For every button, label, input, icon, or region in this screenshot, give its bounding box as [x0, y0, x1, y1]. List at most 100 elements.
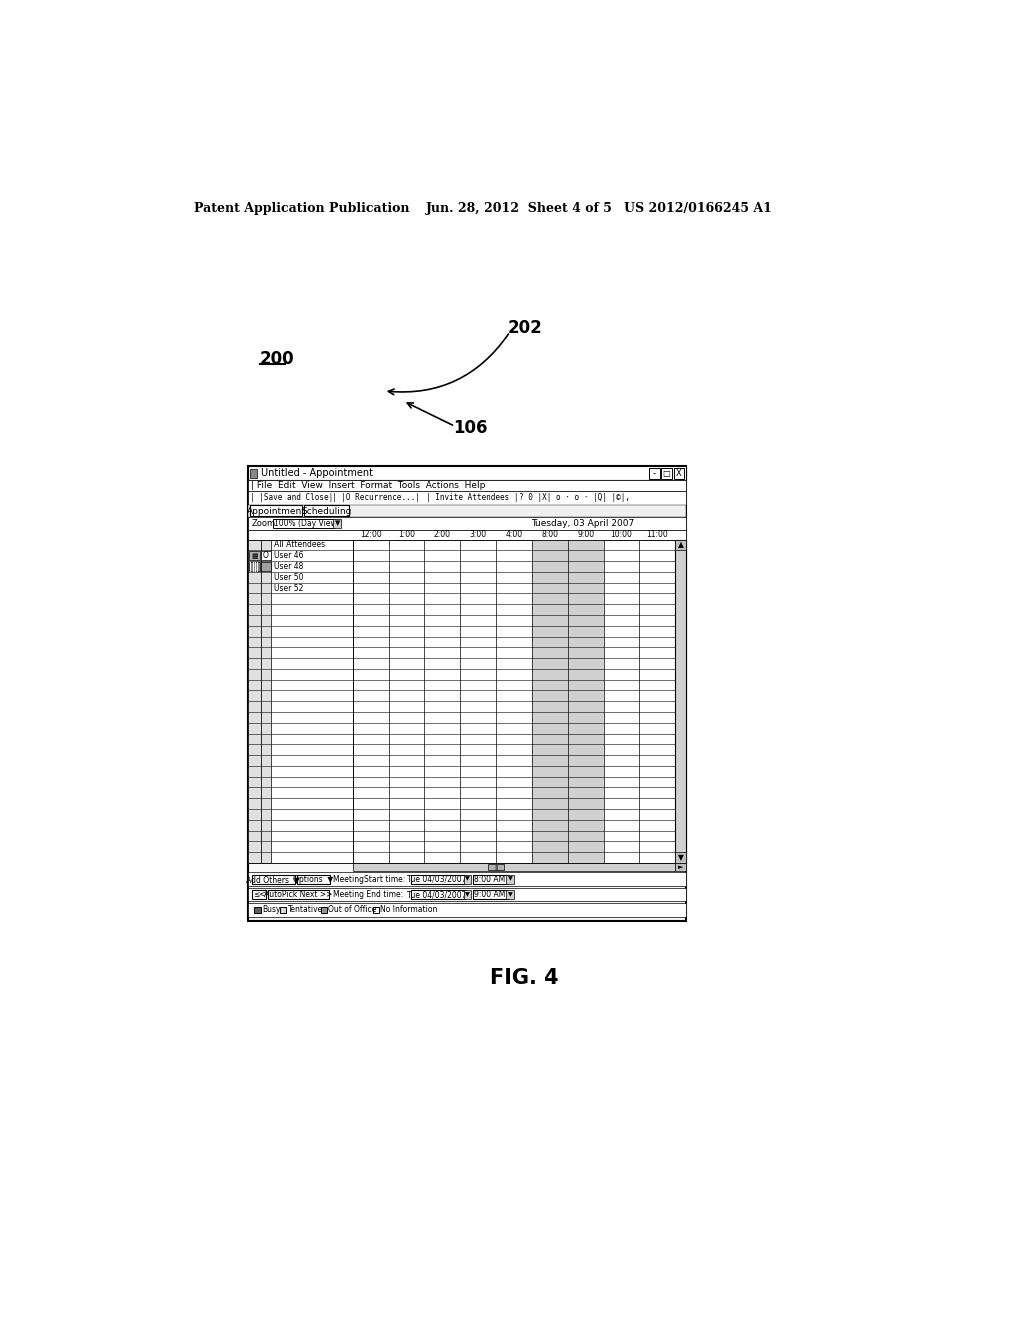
Text: User 46: User 46 [273, 552, 303, 560]
Bar [248, 873, 686, 886]
Text: ▼: ▼ [508, 876, 512, 882]
Text: -: - [652, 469, 655, 478]
Text: Add Others  ▼: Add Others ▼ [246, 875, 300, 883]
Bar [261, 552, 270, 561]
Text: Appointment: Appointment [247, 507, 305, 516]
Bar [252, 890, 266, 899]
Bar [675, 853, 686, 863]
Text: Meeting End time:: Meeting End time: [334, 890, 403, 899]
Text: All Attendees: All Attendees [273, 540, 325, 549]
Text: 1:00: 1:00 [398, 531, 415, 539]
Bar [304, 506, 349, 516]
Text: Tuesday, 03 April 2007: Tuesday, 03 April 2007 [531, 519, 634, 528]
Text: 9:00: 9:00 [578, 531, 594, 539]
Text: 8:00 AM: 8:00 AM [474, 875, 506, 883]
Bar [411, 875, 465, 884]
Text: | |O Recurrence...|: | |O Recurrence...| [332, 494, 420, 503]
Text: 202: 202 [508, 319, 543, 337]
Text: Tue 04/03/2007: Tue 04/03/2007 [407, 875, 466, 883]
Text: Jun. 28, 2012  Sheet 4 of 5: Jun. 28, 2012 Sheet 4 of 5 [426, 202, 613, 215]
Bar [321, 907, 327, 913]
Bar [248, 529, 686, 540]
Text: □: □ [663, 469, 671, 478]
Bar [411, 890, 465, 899]
Text: Scheduling: Scheduling [301, 507, 351, 516]
Text: ▼: ▼ [465, 876, 470, 882]
Bar [252, 875, 295, 884]
Text: User 52: User 52 [273, 583, 303, 593]
Bar [352, 540, 675, 863]
Text: | Invite Attendees |: | Invite Attendees | [426, 494, 519, 503]
Bar [506, 890, 514, 899]
Text: 3:00: 3:00 [470, 531, 486, 539]
Text: X: X [676, 469, 682, 478]
Bar [249, 552, 260, 561]
Bar [254, 907, 260, 913]
Bar [506, 875, 514, 884]
Bar [248, 903, 686, 917]
Text: O: O [263, 552, 269, 560]
Text: ▦: ▦ [251, 553, 258, 558]
Bar [531, 540, 567, 863]
Text: ▲: ▲ [678, 540, 683, 549]
Text: Tentative: Tentative [288, 906, 323, 915]
Text: 200: 200 [260, 350, 294, 367]
Text: ? 0 |X| o · o · |Q| |©|,: ? 0 |X| o · o · |Q| |©|, [519, 494, 631, 503]
Bar [248, 480, 686, 491]
Text: User 50: User 50 [273, 573, 303, 582]
Text: No Information: No Information [381, 906, 438, 915]
Bar [473, 875, 508, 884]
Text: 10:00: 10:00 [610, 531, 633, 539]
Bar [248, 466, 686, 921]
Bar [297, 875, 330, 884]
Bar [248, 491, 686, 506]
Bar [248, 466, 686, 480]
Bar [674, 469, 684, 479]
Text: MeetingStart time:: MeetingStart time: [334, 875, 406, 883]
Bar [649, 469, 659, 479]
Text: Zoom:: Zoom: [251, 519, 279, 528]
Text: ≤<: ≤< [253, 890, 265, 899]
Text: Options  ▼: Options ▼ [293, 875, 334, 883]
Bar [334, 519, 341, 528]
Bar [249, 562, 260, 572]
Bar [373, 907, 379, 913]
Text: ►: ► [678, 863, 683, 870]
Text: 4:00: 4:00 [506, 531, 522, 539]
Bar [675, 540, 686, 863]
Text: Out of Office: Out of Office [329, 906, 377, 915]
Text: Untitled - Appointment: Untitled - Appointment [260, 469, 373, 478]
Text: 12:00: 12:00 [359, 531, 382, 539]
Text: 11:00: 11:00 [646, 531, 668, 539]
Bar [248, 540, 260, 863]
Bar [464, 875, 471, 884]
Text: AutoPick Next >>: AutoPick Next >> [264, 890, 333, 899]
Text: Tue 04/03/2007: Tue 04/03/2007 [407, 890, 466, 899]
Bar [248, 504, 686, 517]
Text: 2:00: 2:00 [434, 531, 451, 539]
Text: 100% (Day View): 100% (Day View) [274, 519, 340, 528]
Bar [250, 506, 302, 516]
Bar [248, 887, 686, 902]
Bar [488, 863, 504, 870]
Text: ||: || [494, 865, 498, 870]
Bar [662, 469, 672, 479]
Text: 8:00: 8:00 [542, 531, 558, 539]
Text: User 48: User 48 [273, 562, 303, 572]
Bar [280, 907, 287, 913]
Text: ▼: ▼ [678, 853, 683, 862]
Text: FIG. 4: FIG. 4 [490, 969, 559, 989]
Text: Patent Application Publication: Patent Application Publication [194, 202, 410, 215]
Bar [248, 540, 352, 863]
Text: 106: 106 [454, 418, 488, 437]
Bar [352, 863, 675, 871]
Bar [675, 540, 686, 550]
Text: 9:00 AM: 9:00 AM [474, 890, 506, 899]
Bar [473, 890, 508, 899]
Bar [260, 540, 271, 863]
Bar [464, 890, 471, 899]
Text: ▼: ▼ [335, 520, 340, 527]
Bar [273, 519, 335, 528]
Bar [567, 540, 603, 863]
Bar [261, 562, 270, 572]
